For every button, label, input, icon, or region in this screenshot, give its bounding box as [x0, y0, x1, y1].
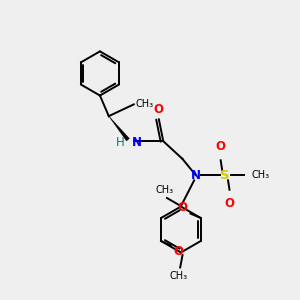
Text: CH₃: CH₃ — [169, 271, 188, 281]
Text: O: O — [178, 201, 188, 214]
Text: N: N — [190, 169, 201, 182]
Text: N: N — [131, 136, 142, 148]
Text: S: S — [220, 169, 230, 182]
Text: CH₃: CH₃ — [135, 99, 153, 110]
Polygon shape — [109, 116, 129, 141]
Text: CH₃: CH₃ — [252, 170, 270, 180]
Text: CH₃: CH₃ — [156, 185, 174, 195]
Text: H: H — [116, 136, 124, 148]
Text: O: O — [224, 197, 235, 210]
Text: O: O — [174, 245, 184, 258]
Text: O: O — [154, 103, 164, 116]
Text: O: O — [216, 140, 226, 153]
